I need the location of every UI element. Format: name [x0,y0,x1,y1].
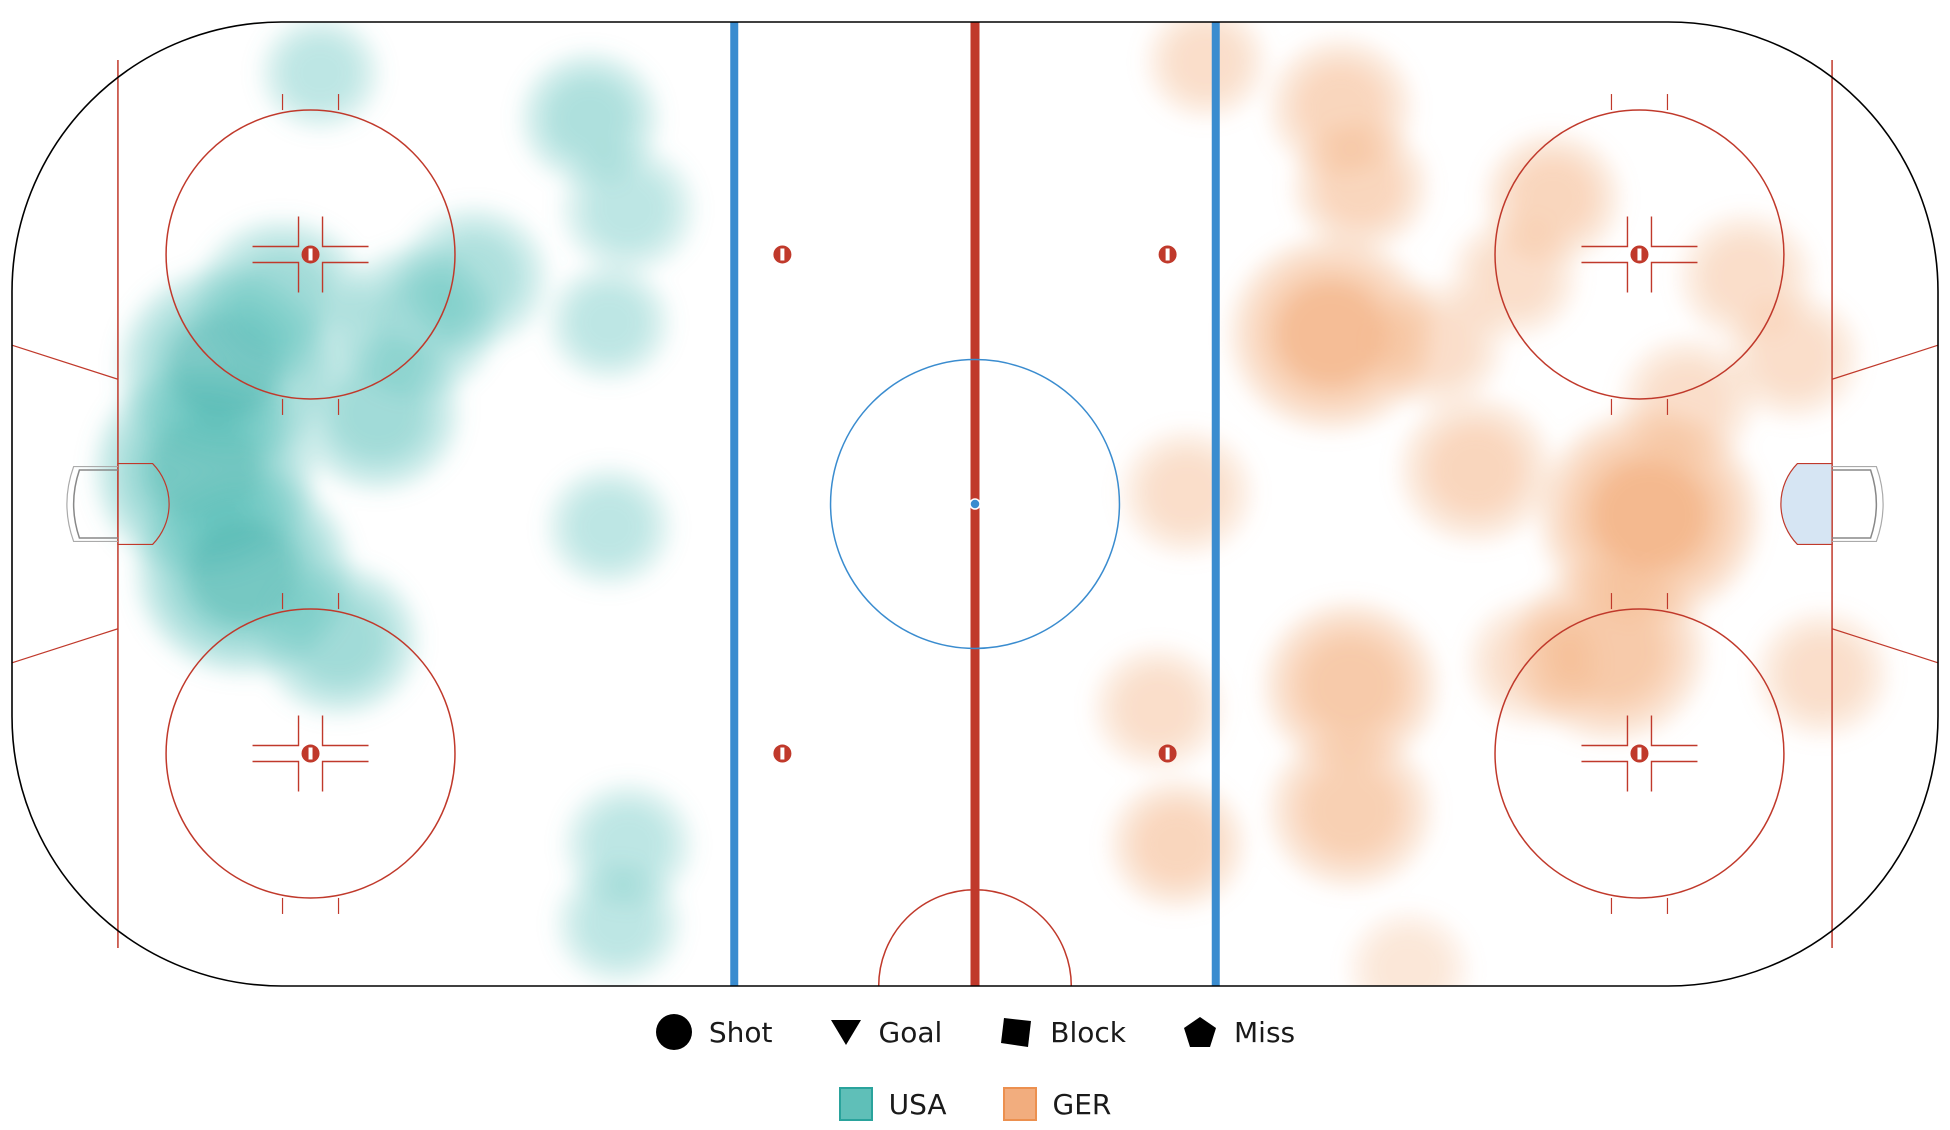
heat-contour-ger-9-3 [1140,808,1215,880]
heat-contour-usa-7-3 [434,238,515,316]
heat-contour-ger-20-1 [1367,929,1450,986]
neutral-faceoff-dot-3 [1158,744,1177,763]
square-marker-icon [1001,1018,1032,1047]
goal-crease [1780,462,1833,546]
legend-item-ger: GER [1002,1087,1112,1121]
endzone-faceoff-circle-3 [1494,593,1785,914]
heat-contour-usa-12-2 [581,887,657,960]
legend-label-block: Block [1050,1015,1126,1049]
legend-item-shot: Shot [655,1013,773,1051]
neutral-faceoff-dot-0 [773,245,792,264]
neutral-faceoff-dot-2 [1158,245,1177,264]
endzone-faceoff-circle-2 [1494,94,1785,415]
heat-contour-ger-19-2 [1170,27,1242,96]
heat-series-ger [1092,22,1890,986]
heat-contour-usa-13-2 [572,287,646,358]
rink-chart [11,21,1939,987]
heat-contour-ger-15-2 [1476,241,1552,313]
heatmap-layer [91,22,1890,986]
legend-label-goal: Goal [878,1015,943,1049]
heat-contour-ger-4-4 [1308,770,1393,851]
heat-contour-usa-6-4 [298,601,381,679]
heat-contour-usa-3-4 [237,258,326,342]
team-legend: USA GER [0,1078,1950,1130]
rink-boards [11,21,1939,987]
trapezoid-line-bottom-0 [11,628,119,664]
heat-contour-ger-18-2 [1494,625,1573,701]
hockey-rink [11,21,1939,987]
heat-contour-usa-1-7 [193,524,294,620]
legend-item-goal: Goal [829,1015,943,1049]
legend-item-usa: USA [838,1087,947,1121]
trapezoid-line-top-1 [1831,344,1939,380]
goal-net [72,469,118,539]
goal-crease [117,462,170,546]
neutral-faceoff-dot-1 [773,744,792,763]
left-goal [66,462,170,546]
heat-contour-ger-3-5 [1307,644,1394,727]
heat-contour-ger-7-3 [1323,151,1398,222]
legend-item-miss: Miss [1182,1014,1295,1050]
rink-markings [11,22,1939,987]
heat-contour-ger-11-3 [1515,162,1590,234]
center-faceoff-circle [829,358,1121,650]
right-goal [1780,462,1884,546]
goal-net-outer [66,465,118,543]
goal-net-outer [1832,465,1884,543]
ger-color-swatch [1002,1087,1037,1121]
heat-contour-usa-14-2 [284,39,356,108]
heat-contour-ger-0-7 [1597,466,1701,565]
circle-marker-icon [655,1014,692,1050]
right-blue-line [1211,22,1220,986]
heat-contour-usa-9-2 [588,171,669,248]
endzone-faceoff-circle-0 [165,94,456,415]
heat-series-usa [91,22,697,985]
left-blue-line [730,22,739,986]
heat-contour-ger-10-2 [1119,671,1197,745]
heat-contour-ger-16-2 [1647,364,1728,440]
heat-contour-ger-12-2 [1705,239,1786,316]
legend-label-ger: GER [1052,1087,1112,1121]
heat-contour-ger-5-3 [1433,430,1518,510]
heat-contour-ger-2-6 [1282,287,1380,381]
heat-contour-ger-17-2 [1398,307,1477,383]
heat-contour-usa-11-2 [589,807,667,881]
heat-contour-ger-8-2 [1147,455,1226,530]
usa-color-swatch [838,1087,873,1121]
center-faceoff-dot [969,498,981,510]
heat-contour-ger-13-2 [1754,319,1833,394]
legend-label-miss: Miss [1234,1015,1296,1049]
legend-label-shot: Shot [708,1015,773,1049]
legend-item-block: Block [998,1014,1126,1050]
goal-net [1832,469,1878,539]
legend-label-usa: USA [888,1087,947,1121]
referee-crease [877,889,1073,987]
trapezoid-line-bottom-1 [1831,628,1939,664]
triangle-marker-icon [830,1020,861,1045]
heat-contour-usa-10-2 [571,491,647,563]
heat-contour-ger-14-2 [1783,636,1862,712]
heat-contour-usa-8-3 [551,82,628,155]
trapezoid-line-top-0 [11,344,119,380]
pentagon-marker-icon [1184,1017,1216,1047]
event-type-legend: Shot Goal Block Miss [0,1006,1950,1058]
endzone-faceoff-circle-1 [165,593,456,914]
